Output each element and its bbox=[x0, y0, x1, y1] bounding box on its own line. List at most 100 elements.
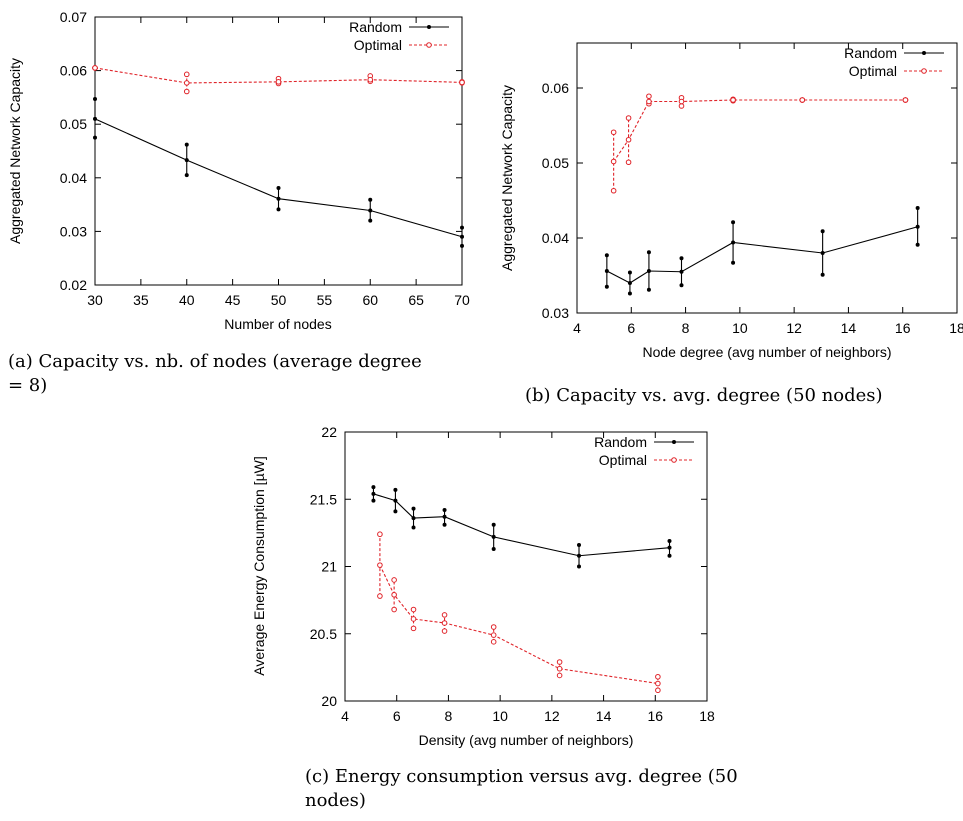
data-point bbox=[411, 516, 416, 521]
error-cap bbox=[411, 525, 416, 530]
x-tick-label: 10 bbox=[492, 708, 508, 724]
data-point bbox=[183, 80, 190, 86]
error-cap bbox=[442, 522, 447, 527]
data-point bbox=[442, 514, 447, 519]
error-cap bbox=[393, 487, 398, 492]
error-cap bbox=[678, 103, 685, 109]
series-line-optimal bbox=[94, 67, 463, 84]
data-point bbox=[556, 665, 563, 672]
x-tick-label: 8 bbox=[682, 320, 690, 336]
error-cap bbox=[410, 625, 417, 632]
error-cap bbox=[184, 173, 189, 178]
error-cap bbox=[441, 612, 448, 618]
legend-marker bbox=[672, 440, 676, 444]
data-point bbox=[646, 98, 652, 105]
error-cap bbox=[411, 506, 416, 511]
data-point bbox=[490, 632, 497, 638]
data-point bbox=[679, 269, 684, 274]
legend-label-optimal: Optimal bbox=[354, 37, 402, 53]
data-point bbox=[93, 116, 97, 121]
legend-marker bbox=[671, 457, 677, 463]
chart-capacity-vs-degree: 4 6 8 10 12 14 16 18 0.03 0.04 0.05 0.06 Node degree… bbox=[499, 42, 963, 360]
plot-frame bbox=[94, 16, 463, 286]
data-point bbox=[799, 97, 806, 103]
plot-frame bbox=[344, 431, 708, 702]
x-tick-label: 8 bbox=[445, 708, 453, 724]
data-point bbox=[667, 545, 672, 550]
data-point bbox=[367, 76, 374, 83]
error-cap bbox=[490, 624, 497, 630]
error-cap bbox=[391, 606, 397, 613]
data-point bbox=[441, 620, 448, 626]
data-point bbox=[491, 534, 496, 539]
error-cap bbox=[276, 207, 281, 212]
error-cap bbox=[368, 218, 373, 223]
error-cap bbox=[577, 564, 582, 569]
error-cap bbox=[625, 115, 632, 121]
y-tick-label: 0.06 bbox=[60, 63, 87, 79]
data-point bbox=[915, 224, 920, 229]
x-tick-label: 4 bbox=[341, 708, 349, 724]
y-tick-label: 20.5 bbox=[310, 626, 337, 642]
data-point bbox=[678, 98, 685, 105]
x-tick-label: 16 bbox=[647, 708, 663, 724]
error-cap bbox=[183, 88, 190, 95]
error-cap bbox=[276, 185, 281, 190]
y-axis-label: Aggregated Network Capacity bbox=[499, 85, 515, 271]
x-axis-label: Density (avg number of neighbors) bbox=[419, 732, 634, 748]
y-tick-label: 0.03 bbox=[542, 305, 569, 321]
series-line-optimal bbox=[613, 99, 906, 162]
error-cap bbox=[93, 97, 97, 102]
error-cap bbox=[371, 485, 376, 490]
error-cap bbox=[915, 242, 920, 247]
series-line-optimal bbox=[379, 564, 658, 685]
error-cap bbox=[820, 229, 825, 234]
data-point bbox=[577, 553, 582, 558]
caption-a: (a) Capacity vs. nb. of nodes (average d… bbox=[8, 351, 422, 396]
legend-marker bbox=[921, 68, 927, 74]
y-tick-label: 0.05 bbox=[542, 155, 569, 171]
y-tick-label: 0.04 bbox=[60, 170, 87, 186]
x-tick-label: 40 bbox=[179, 292, 195, 308]
legend-marker bbox=[922, 51, 926, 55]
data-point bbox=[730, 97, 736, 103]
error-cap bbox=[627, 291, 632, 296]
x-axis-label: Node degree (avg number of neighbors) bbox=[642, 344, 891, 360]
x-tick-label: 16 bbox=[895, 320, 911, 336]
legend-label-random: Random bbox=[594, 434, 647, 450]
error-cap bbox=[646, 93, 652, 100]
y-tick-label: 0.06 bbox=[542, 80, 569, 96]
plot-frame bbox=[576, 42, 958, 314]
data-point bbox=[92, 65, 98, 71]
error-cap bbox=[646, 287, 651, 292]
legend-label-random: Random bbox=[844, 45, 897, 61]
error-cap bbox=[577, 542, 582, 547]
error-cap bbox=[460, 225, 464, 230]
error-cap bbox=[184, 142, 189, 147]
y-tick-label: 0.03 bbox=[60, 223, 87, 239]
data-point bbox=[604, 269, 609, 273]
x-tick-label: 12 bbox=[786, 320, 802, 336]
x-tick-label: 30 bbox=[87, 292, 103, 308]
x-tick-label: 65 bbox=[408, 292, 424, 308]
data-point bbox=[410, 616, 417, 622]
y-axis-label: Average Energy Consumption [µW] bbox=[251, 456, 267, 675]
x-tick-label: 14 bbox=[596, 708, 612, 724]
data-point bbox=[902, 97, 909, 103]
error-cap bbox=[604, 253, 609, 258]
data-point bbox=[391, 591, 397, 598]
x-tick-label: 18 bbox=[699, 708, 715, 724]
data-point bbox=[275, 79, 282, 85]
data-point bbox=[393, 498, 398, 503]
x-tick-label: 70 bbox=[454, 292, 470, 308]
caption-c: (c) Energy consumption versus avg. degre… bbox=[305, 766, 738, 811]
legend-label-optimal: Optimal bbox=[849, 63, 897, 79]
error-cap bbox=[610, 129, 617, 136]
error-cap bbox=[610, 187, 617, 194]
error-cap bbox=[820, 272, 825, 277]
data-point bbox=[276, 196, 281, 201]
y-tick-label: 0.07 bbox=[60, 9, 87, 25]
error-cap bbox=[460, 243, 464, 248]
error-cap bbox=[442, 508, 447, 513]
x-tick-label: 35 bbox=[133, 292, 149, 308]
